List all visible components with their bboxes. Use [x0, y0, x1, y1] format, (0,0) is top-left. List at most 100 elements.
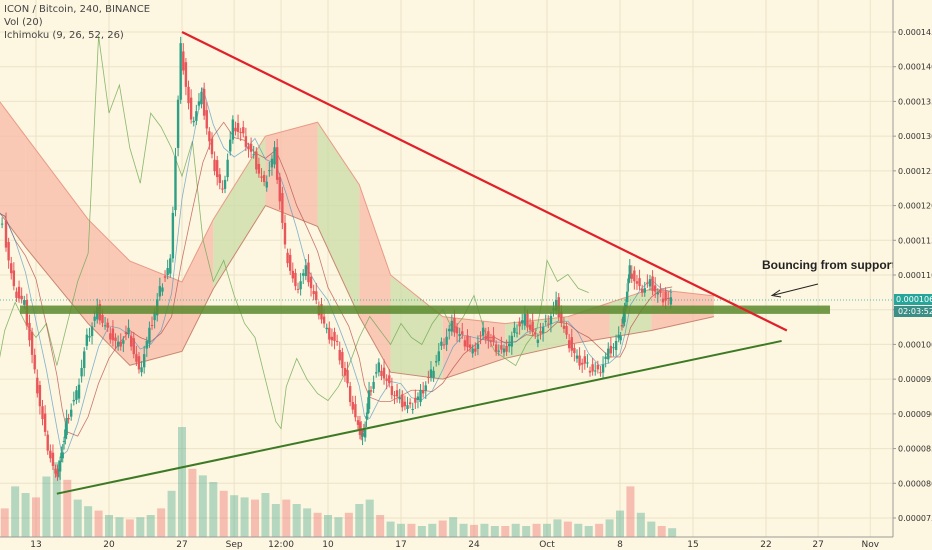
candle-body	[182, 51, 185, 71]
candle-body	[578, 355, 581, 366]
candle-body	[348, 386, 352, 403]
candle-body	[309, 276, 313, 289]
candle-body	[403, 401, 407, 407]
candle-body	[583, 356, 587, 364]
candle-body	[619, 336, 622, 341]
volume-bar	[376, 515, 385, 537]
candle-body	[244, 136, 248, 147]
candle-body	[46, 434, 49, 451]
candle-body	[588, 370, 592, 373]
volume-bar	[84, 506, 93, 537]
time-tick-label: 24	[468, 540, 480, 550]
candle-body	[612, 347, 615, 349]
candle-body	[398, 397, 401, 400]
legend-symbol[interactable]: ICON / Bitcoin, 240, BINANCE	[4, 4, 151, 15]
volume-bar	[407, 523, 416, 537]
candle-body	[445, 336, 448, 345]
candle-body	[362, 430, 366, 432]
candle-body	[260, 176, 263, 178]
candle-body	[622, 316, 625, 324]
candle-body	[401, 394, 404, 408]
candle-body	[521, 320, 524, 324]
candle-body	[255, 151, 258, 170]
candle-body	[365, 416, 368, 419]
candle-body	[640, 288, 644, 293]
time-axis-bg	[0, 537, 932, 550]
candle-body	[145, 340, 149, 349]
candle-body	[424, 385, 427, 391]
candle-body	[580, 362, 584, 365]
candle-body	[492, 335, 495, 342]
volume-bar	[344, 512, 353, 537]
candle-body	[33, 354, 36, 370]
candle-body	[429, 369, 433, 378]
volume-bar	[365, 499, 374, 537]
price-tick-label: 0.0001200	[898, 202, 932, 211]
candle-body	[416, 396, 420, 400]
candle-body	[215, 160, 219, 178]
candle-body	[41, 406, 44, 420]
candle-body	[75, 390, 78, 400]
candle-body	[93, 316, 96, 321]
candle-body	[390, 386, 394, 396]
time-tick-label: 15	[687, 540, 698, 550]
candle-body	[234, 127, 237, 132]
candle-body	[638, 278, 641, 287]
candle-body	[49, 450, 52, 459]
time-tick-label: 27	[812, 540, 823, 550]
candle-body	[481, 327, 485, 336]
volume-bar	[21, 493, 30, 537]
candle-body	[367, 390, 371, 409]
candle-body	[351, 402, 354, 410]
candle-body	[262, 175, 266, 182]
volume-bar	[178, 427, 186, 537]
time-axis[interactable]: 13 20 27 Sep 12:00 10 17 24 Oct 8 15 22 27 Nov	[0, 536, 932, 550]
time-tick-label: Nov	[861, 540, 879, 550]
candle-body	[414, 397, 417, 403]
candle-body	[648, 279, 652, 287]
candle-body	[669, 297, 673, 305]
volume-bar	[386, 521, 395, 537]
time-tick-label: 10	[322, 540, 334, 550]
legend-ichimoku[interactable]: Ichimoku (9, 26, 52, 26)	[4, 30, 124, 41]
candle-body	[43, 413, 47, 432]
price-axis-bg	[893, 0, 932, 550]
candle-body	[291, 270, 295, 279]
volume-bar	[11, 486, 20, 537]
candle-body	[85, 334, 89, 346]
candle-body	[497, 350, 500, 352]
legend-volume[interactable]: Vol (20)	[4, 17, 43, 28]
candle-body	[268, 170, 271, 172]
candle-body	[601, 364, 605, 373]
candle-body	[205, 110, 208, 129]
candle-body	[338, 349, 341, 361]
price-tick-label: 0.0000950	[898, 375, 932, 384]
volume-bar	[605, 519, 614, 537]
support-zone-band	[20, 305, 830, 314]
candle-body	[137, 356, 141, 370]
volume-bar	[136, 517, 145, 537]
candle-body	[450, 320, 454, 332]
candle-body	[61, 452, 64, 459]
volume-bar	[334, 517, 343, 537]
candle-body	[330, 336, 334, 341]
candle-body	[575, 355, 579, 359]
candle-body	[651, 276, 654, 291]
candle-body	[116, 341, 120, 347]
candle-body	[411, 408, 414, 410]
price-tick-label: 0.0000900	[898, 410, 932, 419]
volume-bar	[668, 528, 677, 537]
candle-body	[461, 331, 464, 335]
candle-body	[500, 345, 503, 350]
price-axis[interactable]: 0.0001450 0.0001400 0.0001350 0.0001300 0.00…	[892, 0, 932, 550]
volume-bar	[397, 523, 405, 537]
candle-body	[656, 292, 660, 295]
candle-body	[124, 331, 128, 335]
cloud-segment	[88, 219, 130, 366]
candle-body	[526, 313, 529, 328]
candle-body	[223, 179, 227, 189]
volume-bar	[240, 497, 249, 537]
trendlines	[56, 31, 788, 495]
candle-body	[187, 86, 190, 104]
volume-bar	[543, 523, 551, 537]
